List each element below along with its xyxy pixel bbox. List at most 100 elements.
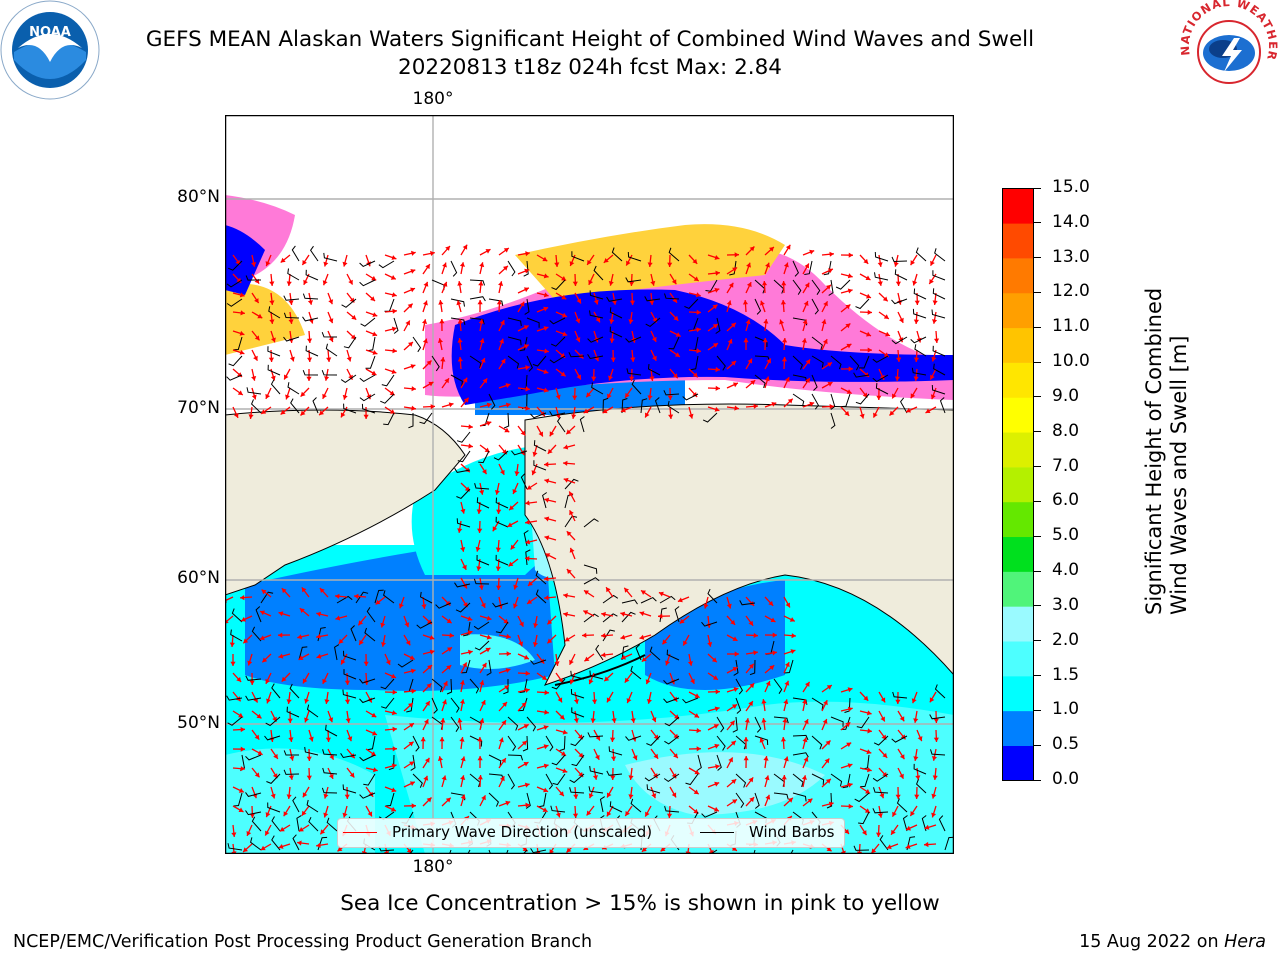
wave-arrow-head <box>409 761 415 766</box>
wind-barb <box>450 716 460 732</box>
wave-arrow-head <box>477 300 483 305</box>
wave-arrow-head <box>380 622 386 628</box>
wind-barb <box>702 849 718 854</box>
wave-arrow-head <box>422 338 428 344</box>
wind-barb <box>754 374 766 389</box>
wave-arrow-head <box>563 593 568 599</box>
colorbar-tick-mark <box>1034 326 1041 328</box>
wind-barb <box>716 716 725 733</box>
wave-arrow-head <box>447 647 452 652</box>
wind-barb <box>735 678 744 695</box>
wave-arrow-head <box>588 279 593 285</box>
wind-barb <box>707 588 718 604</box>
wave-arrow-head <box>929 697 935 703</box>
wave-arrow-head <box>728 282 734 288</box>
wave-arrow-head <box>611 756 617 761</box>
wave-arrow-head <box>462 564 467 570</box>
wave-arrow-head <box>439 319 445 324</box>
wind-barb <box>621 398 628 414</box>
wind-barb <box>325 724 338 737</box>
wave-arrow-head <box>407 303 413 309</box>
wave-arrow-head <box>289 755 295 761</box>
wave-arrow-head <box>481 795 486 801</box>
wave-arrow-head <box>587 259 592 265</box>
wave-arrow-head <box>866 749 872 755</box>
wind-barb <box>308 816 319 832</box>
wave-arrow-head <box>693 789 699 795</box>
wave-arrow-head <box>673 753 678 759</box>
wave-arrow-head <box>392 348 397 354</box>
wave-arrow-head <box>730 619 736 625</box>
wave-arrow-head <box>240 727 245 733</box>
wave-arrow-head <box>509 505 514 511</box>
aleutian-islands <box>554 654 646 686</box>
wave-arrow-head <box>289 356 295 362</box>
wind-barb <box>894 269 908 281</box>
wind-barb <box>342 784 357 794</box>
wave-arrow-head <box>588 793 594 799</box>
lat-label-50: 50°N <box>177 713 220 733</box>
wave-arrow-head <box>714 287 720 293</box>
wind-barb <box>271 835 281 851</box>
wind-barb <box>872 374 889 383</box>
wave-arrow-head <box>667 813 673 818</box>
wind-barb <box>663 390 680 396</box>
wave-arrow-head <box>765 794 771 800</box>
wave-arrow-head <box>385 659 391 665</box>
colorbar-tick-mark <box>1034 257 1041 259</box>
wind-barb <box>227 843 243 851</box>
wind-barb <box>859 355 870 369</box>
wind-barb <box>696 754 702 771</box>
wind-barb <box>589 765 604 775</box>
wave-arrow-head <box>692 372 698 378</box>
wind-barb <box>267 802 281 813</box>
wave-arrow-head <box>562 768 568 773</box>
wave-arrow-head <box>278 611 284 617</box>
wave-arrow-head <box>411 688 416 694</box>
wave-arrow-head <box>583 610 589 615</box>
colorbar-tick-mark <box>1034 361 1041 363</box>
wind-barb <box>454 582 471 588</box>
wave-arrow-head <box>240 595 245 601</box>
wave-arrow-head <box>544 497 550 503</box>
wave-arrow-head <box>743 737 749 742</box>
wind-barb <box>359 393 376 402</box>
wind-barb <box>666 649 680 661</box>
wave-arrow-head <box>237 390 243 395</box>
wave-arrow-head <box>823 301 828 307</box>
wave-arrow-head <box>348 279 353 285</box>
wind-barb <box>355 591 369 604</box>
wind-barb <box>902 815 908 832</box>
wave-arrow-head <box>760 300 765 306</box>
wave-arrow-head <box>761 699 767 704</box>
wind-barb <box>397 659 414 668</box>
wind-barb <box>545 773 554 790</box>
wave-arrow-head <box>371 370 377 376</box>
wind-barb <box>495 554 509 566</box>
wave-arrow-head <box>899 317 904 323</box>
wind-barb <box>630 798 642 813</box>
wave-arrow-head <box>328 773 334 779</box>
wave-arrow-head <box>802 699 808 704</box>
wave-arrow-head <box>667 395 673 400</box>
wave-arrow-head <box>593 299 599 305</box>
wave-arrow-head <box>254 298 259 304</box>
wave-arrow-head <box>543 369 549 374</box>
colorbar-tick-label: 8.0 <box>1052 420 1080 441</box>
wind-barb <box>593 265 604 281</box>
wave-arrow-head <box>896 357 902 362</box>
wind-barb <box>589 290 604 300</box>
wind-barb <box>773 678 783 694</box>
wave-arrow-head <box>715 270 720 276</box>
wave-arrow-head <box>544 348 549 354</box>
colorbar-tick-label: 13.0 <box>1052 246 1090 267</box>
wave-arrow-head <box>880 716 885 722</box>
wave-arrow-head <box>505 383 511 388</box>
wind-barb <box>233 336 243 351</box>
colorbar-cell <box>1002 676 1034 712</box>
wave-arrow-head <box>827 382 833 387</box>
swell-peak <box>625 752 825 815</box>
wind-barb <box>705 279 718 292</box>
wave-arrow-head <box>507 522 513 527</box>
wave-arrow-head <box>693 276 699 282</box>
